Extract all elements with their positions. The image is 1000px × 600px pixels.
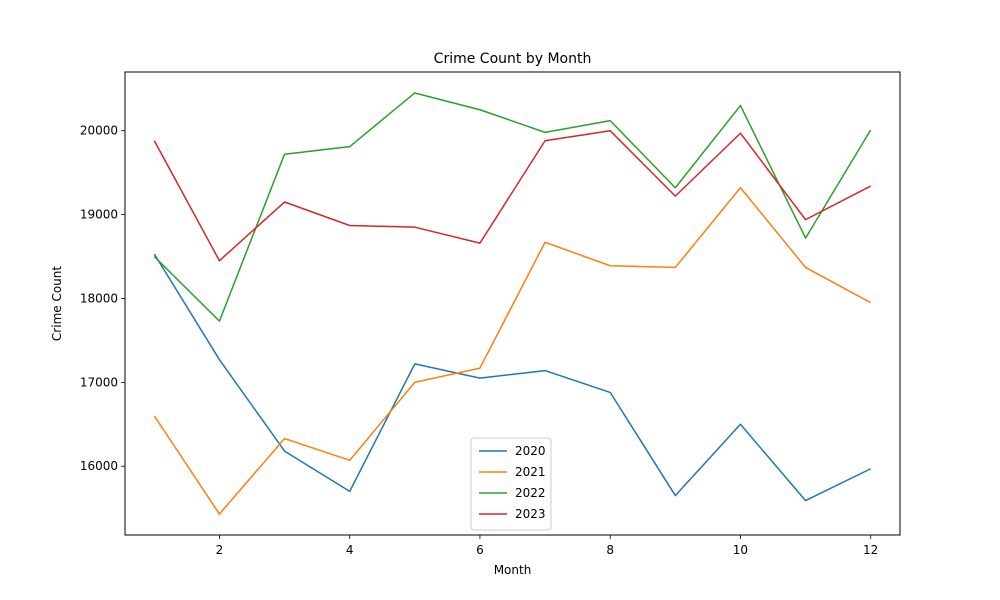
axis-ticks: 2 4 6 8 10 12 16000 17000 18000 19000 20000 [80,124,879,557]
x-tick-label: 6 [476,543,484,557]
legend-label-2022: 2022 [515,486,546,500]
x-tick-label: 4 [346,543,354,557]
x-axis-label: Month [494,563,532,577]
legend: 2020 2021 2022 2023 [470,437,552,531]
y-tick-label: 17000 [80,375,118,389]
y-axis-label: Crime Count [50,266,64,341]
series-line-2021 [153,187,872,515]
y-tick-label: 16000 [80,459,118,473]
x-tick-label: 12 [863,543,878,557]
legend-box [470,437,552,531]
plot-frame [124,71,901,536]
series-line-2022 [153,92,872,322]
chart-title: Crime Count by Month [434,51,592,67]
y-tick-label: 19000 [80,208,118,222]
legend-label-2021: 2021 [515,465,546,479]
x-tick-label: 8 [606,543,614,557]
x-tick-label: 10 [733,543,748,557]
series-line-2020 [153,253,872,502]
y-tick-label: 20000 [80,124,118,138]
plot-area [153,92,872,515]
x-tick-label: 2 [216,543,224,557]
y-tick-label: 18000 [80,291,118,305]
legend-label-2020: 2020 [515,444,546,458]
series-line-2023 [153,129,872,262]
legend-label-2023: 2023 [515,507,546,521]
